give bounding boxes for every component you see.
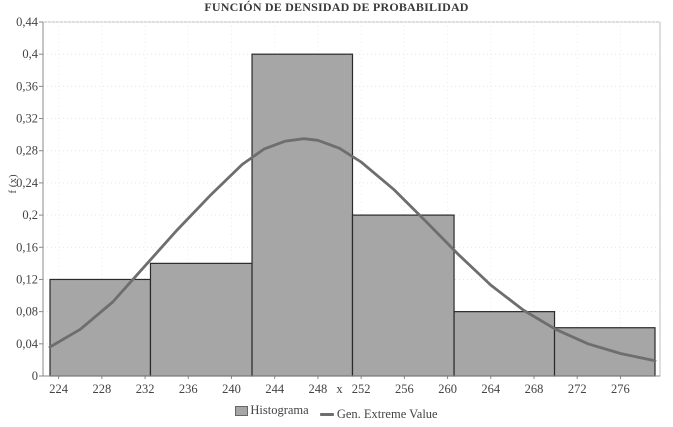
histogram-bar bbox=[351, 214, 455, 377]
x-tick-label: 264 bbox=[481, 382, 501, 396]
histogram-bar bbox=[49, 278, 152, 377]
chart-title: FUNCIÓN DE DENSIDAD DE PROBABILIDAD bbox=[204, 0, 469, 14]
legend-item-gev: Gen. Extreme Value bbox=[319, 406, 438, 422]
y-tick-label: 0,28 bbox=[16, 144, 38, 158]
x-tick-label: 224 bbox=[49, 382, 69, 396]
line-swatch-icon bbox=[319, 412, 334, 416]
y-tick-label: 0,44 bbox=[16, 15, 39, 29]
y-tick-label: 0,36 bbox=[16, 79, 38, 93]
bar-swatch-icon bbox=[235, 405, 249, 416]
x-tick-label: 276 bbox=[611, 382, 630, 396]
gev-density-curve bbox=[48, 137, 657, 363]
y-tick-label: 0 bbox=[32, 369, 38, 383]
y-tick-label: 0,4 bbox=[22, 47, 38, 61]
y-tick-label: 0,32 bbox=[16, 112, 38, 126]
x-tick-label: 268 bbox=[525, 382, 544, 396]
x-tick-label: 228 bbox=[92, 382, 111, 396]
histogram-bar bbox=[251, 53, 354, 377]
y-tick-label: 0,24 bbox=[16, 176, 39, 190]
x-tick-label: 248 bbox=[309, 382, 328, 396]
x-axis-label: x bbox=[336, 382, 343, 396]
x-tick-label: 260 bbox=[438, 382, 457, 396]
x-tick-label: 232 bbox=[136, 382, 155, 396]
legend-label-gev: Gen. Extreme Value bbox=[336, 406, 438, 421]
y-tick-label: 0,16 bbox=[16, 240, 38, 254]
y-tick-label: 0,04 bbox=[16, 337, 39, 351]
histogram-bar bbox=[149, 262, 253, 377]
x-tick-label: 240 bbox=[222, 382, 241, 396]
x-tick-label: 272 bbox=[568, 382, 587, 396]
legend-item-histogram: Histograma bbox=[235, 403, 309, 418]
legend: Histograma Gen. Extreme Value bbox=[0, 403, 673, 422]
x-tick-label: 236 bbox=[179, 382, 198, 396]
y-tick-label: 0,08 bbox=[16, 305, 38, 319]
y-tick-label: 0,12 bbox=[16, 272, 38, 286]
legend-label-histogram: Histograma bbox=[250, 403, 309, 417]
x-tick-label: 256 bbox=[395, 382, 414, 396]
y-tick-label: 0,2 bbox=[22, 208, 38, 222]
histogram-bar bbox=[453, 311, 556, 377]
x-tick-label: 244 bbox=[265, 382, 285, 396]
x-tick-label: 252 bbox=[352, 382, 371, 396]
